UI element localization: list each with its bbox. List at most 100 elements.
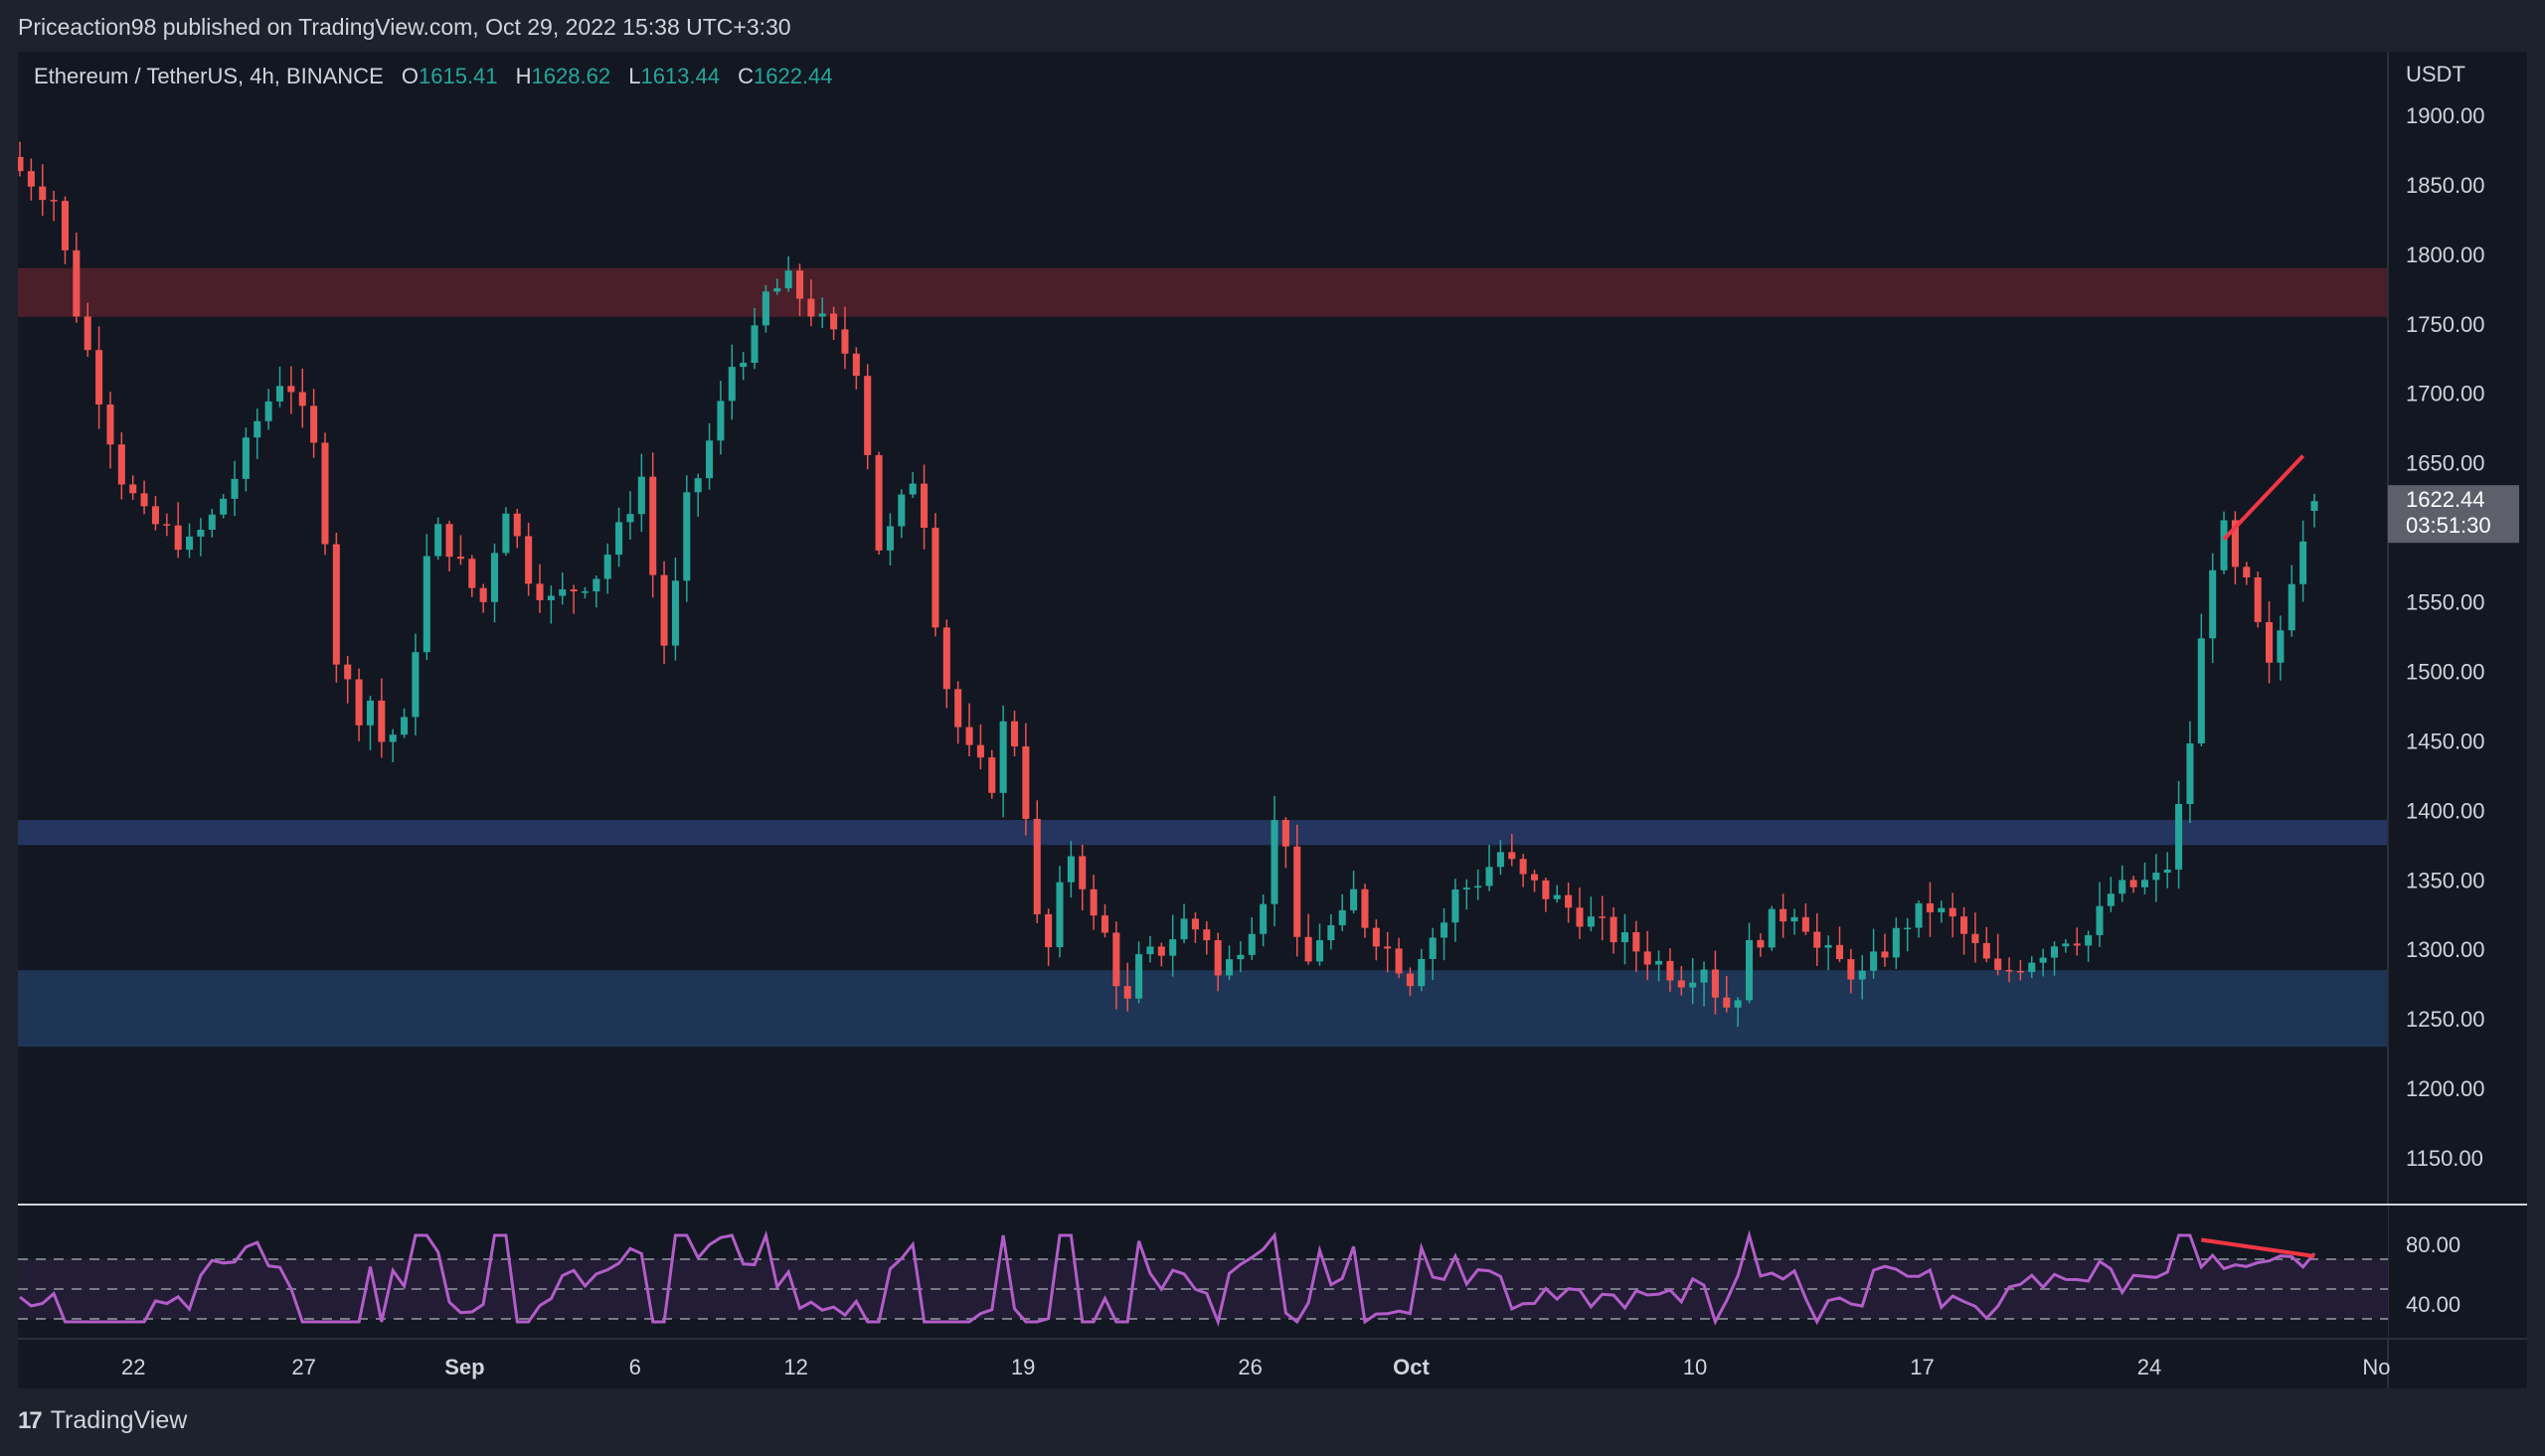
- candle-body: [740, 363, 748, 368]
- time-tick-label: 27: [291, 1355, 315, 1379]
- publisher-info: Priceaction98 published on TradingView.c…: [18, 14, 791, 40]
- price-tick-labels: 1900.00 1850.00 1800.00 1750.00 1700.00 1650.…: [2406, 103, 2485, 1171]
- resistance-zone: [18, 267, 2388, 317]
- price-tick-label: 1500.00: [2406, 659, 2485, 684]
- candle-body: [2085, 934, 2093, 946]
- candle-body: [1180, 918, 1188, 940]
- candle-body: [1723, 997, 1731, 1008]
- candle-body: [1734, 1000, 1742, 1008]
- price-tick-label: 1400.00: [2406, 798, 2485, 823]
- price-tick-label: 1700.00: [2406, 382, 2485, 406]
- candle-body: [1260, 903, 1268, 934]
- candle-body: [1904, 927, 1912, 930]
- candle-body: [254, 420, 261, 438]
- candle-body: [423, 556, 430, 653]
- countdown-label: 03:51:30: [2406, 513, 2491, 538]
- candle-body: [2039, 957, 2047, 963]
- price-tick-label: 1800.00: [2406, 243, 2485, 267]
- price-tick-label: 1850.00: [2406, 173, 2485, 198]
- time-tick-labels: 22 27 Sep 6 12 19 26 Oct 10 17 24 No: [121, 1355, 2391, 1379]
- candle-body: [106, 404, 114, 445]
- candle-body: [1372, 927, 1380, 947]
- candle-body: [434, 524, 442, 557]
- time-tick-label: 12: [783, 1355, 807, 1379]
- candle-body: [1960, 916, 1968, 934]
- candles-layer: [16, 141, 2318, 1028]
- price-tick-label: 1450.00: [2406, 728, 2485, 753]
- rsi-tick-80: 80.00: [2406, 1232, 2460, 1257]
- candle-body: [242, 437, 250, 479]
- candle-body: [1169, 939, 1177, 956]
- candle-body: [1938, 907, 1946, 912]
- candle-body: [954, 689, 962, 728]
- candle-body: [1858, 970, 1866, 980]
- candle-body: [1801, 916, 1809, 932]
- trend-line-annotation[interactable]: [2222, 454, 2305, 541]
- candle-body: [1496, 852, 1504, 868]
- candle-body: [593, 578, 600, 592]
- candle-body: [1033, 818, 1041, 914]
- candle-body: [1870, 951, 1878, 971]
- rsi-divergence-line[interactable]: [2201, 1237, 2315, 1258]
- candle-body: [547, 595, 555, 600]
- candle-body: [932, 527, 939, 628]
- candle-body: [174, 525, 182, 551]
- candle-body: [298, 392, 306, 406]
- mid-support-zone: [18, 820, 2388, 846]
- candle-body: [807, 298, 815, 317]
- price-tick-label: 1550.00: [2406, 590, 2485, 615]
- candle-body: [1304, 936, 1312, 962]
- candle-body: [310, 405, 318, 443]
- candle-body: [671, 580, 679, 646]
- candle-body: [129, 484, 137, 494]
- candle-body: [1620, 932, 1628, 943]
- rsi-tick-40: 40.00: [2406, 1292, 2460, 1317]
- candle-body: [1237, 954, 1245, 960]
- candle-body: [2220, 520, 2228, 570]
- candle-body: [706, 440, 714, 479]
- price-axis-background: [2388, 52, 2527, 1203]
- candle-body: [1485, 867, 1493, 887]
- candle-body: [898, 494, 906, 527]
- chart-pane[interactable]: USDT 1900.00 1850.00 1800.00 1750.00 1700.00…: [16, 52, 2527, 1388]
- candle-body: [615, 522, 623, 556]
- candle-body: [401, 717, 409, 735]
- candle-body: [50, 200, 58, 202]
- candle-body: [2310, 501, 2318, 512]
- candle-body: [1632, 932, 1640, 952]
- candle-body: [1519, 859, 1527, 875]
- candle-body: [468, 559, 476, 588]
- candle-body: [197, 529, 205, 537]
- candle-body: [366, 700, 374, 726]
- candle-body: [2175, 804, 2183, 870]
- candle-body: [1666, 960, 1674, 981]
- candle-body: [942, 627, 950, 690]
- candle-body: [649, 476, 657, 575]
- candle-body: [559, 589, 567, 596]
- candle-body: [2140, 880, 2148, 888]
- candle-body: [1191, 918, 1199, 930]
- candle-body: [570, 589, 578, 592]
- price-tick-label: 1250.00: [2406, 1007, 2485, 1032]
- candle-body: [841, 329, 849, 354]
- candle-body: [2129, 880, 2137, 888]
- candlestick-chart[interactable]: USDT 1900.00 1850.00 1800.00 1750.00 1700.00…: [16, 52, 2527, 1388]
- candle-body: [1067, 856, 1075, 883]
- candle-body: [1746, 939, 1754, 1001]
- candle-body: [1271, 820, 1278, 904]
- candle-body: [1112, 932, 1120, 987]
- time-tick-label: 24: [2137, 1355, 2161, 1379]
- candle-body: [1101, 915, 1108, 933]
- tradingview-brand[interactable]: 17 TradingView: [18, 1406, 187, 1435]
- candle-body: [27, 171, 35, 187]
- time-tick-label: 17: [1910, 1355, 1934, 1379]
- candle-body: [1565, 894, 1573, 908]
- high-label: H: [515, 64, 532, 88]
- candle-body: [581, 591, 589, 593]
- candle-body: [61, 201, 70, 250]
- candle-body: [1824, 944, 1832, 948]
- rsi-line: [19, 1229, 2316, 1328]
- candle-body: [1338, 909, 1346, 925]
- candle-body: [2073, 943, 2081, 946]
- candle-body: [818, 313, 826, 317]
